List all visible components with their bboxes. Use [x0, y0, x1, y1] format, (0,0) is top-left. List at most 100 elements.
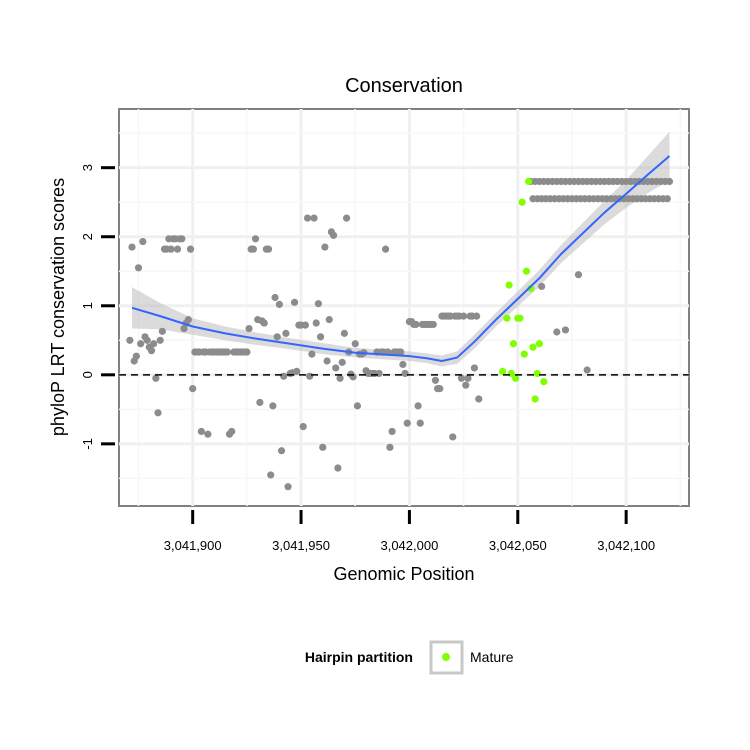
point-other: [340, 329, 348, 337]
point-other: [189, 385, 197, 393]
point-other: [293, 367, 301, 375]
y-tick-label: 1: [80, 302, 95, 309]
point-other: [197, 427, 205, 436]
point-other: [449, 433, 457, 441]
point-other: [143, 336, 151, 344]
point-other: [277, 447, 286, 455]
x-tick-label: 3,041,900: [164, 538, 222, 553]
chart-title: Conservation: [345, 75, 463, 97]
point-other: [583, 366, 591, 374]
x-axis-title: Genomic Position: [333, 564, 474, 584]
point-other: [282, 329, 290, 337]
point-other: [303, 214, 312, 222]
point-other: [267, 471, 275, 479]
point-mature: [533, 369, 541, 378]
point-other: [126, 336, 134, 344]
point-mature: [540, 378, 548, 386]
point-other: [249, 245, 257, 253]
point-other: [128, 243, 136, 251]
point-other: [460, 312, 468, 320]
legend: Hairpin partition Mature: [305, 640, 514, 675]
point-mature: [522, 267, 531, 275]
y-tick-label: 2: [80, 233, 95, 240]
point-other: [665, 177, 674, 186]
point-other: [158, 327, 166, 335]
point-other: [386, 443, 394, 451]
point-other: [416, 419, 424, 427]
point-other: [375, 369, 383, 378]
smooth-line-layer: [131, 155, 671, 363]
point-other: [538, 282, 546, 291]
point-other: [139, 237, 147, 246]
point-mature: [531, 395, 539, 403]
x-tick-label: 3,042,100: [597, 538, 655, 553]
point-other: [319, 443, 327, 451]
point-other: [301, 321, 309, 329]
point-other: [332, 364, 340, 372]
point-other: [561, 326, 570, 334]
point-mature: [512, 374, 520, 382]
y-axis: -1 0 1 2 3: [80, 164, 115, 450]
point-other: [470, 364, 479, 372]
confidence-band-layer: [132, 131, 670, 367]
point-other: [223, 348, 231, 356]
point-mature: [505, 281, 513, 289]
point-other: [314, 300, 322, 308]
point-other: [167, 245, 175, 253]
point-other: [462, 381, 470, 389]
point-other: [310, 214, 318, 222]
point-other: [323, 357, 331, 365]
point-other: [154, 409, 162, 417]
legend-title: Hairpin partition: [305, 649, 413, 665]
grid-lines: [119, 109, 689, 506]
point-other: [180, 324, 188, 333]
point-other: [299, 423, 307, 431]
point-other: [184, 315, 192, 324]
point-other: [269, 402, 277, 410]
point-other: [275, 300, 283, 308]
point-other: [137, 340, 145, 348]
y-tick-label: 3: [80, 164, 95, 171]
x-tick-label: 3,042,050: [489, 538, 547, 553]
point-mature: [518, 198, 526, 206]
point-other: [457, 374, 466, 382]
x-axis: 3,041,900 3,041,950 3,042,000 3,042,050 3,04…: [164, 510, 655, 553]
point-other: [414, 402, 422, 410]
point-other: [186, 245, 195, 253]
point-other: [553, 328, 561, 336]
point-other: [156, 336, 164, 344]
point-other: [228, 427, 236, 436]
y-tick-label: -1: [80, 438, 95, 450]
point-other: [284, 483, 292, 491]
point-other: [336, 374, 344, 382]
smooth-line: [131, 155, 671, 363]
point-other: [251, 235, 260, 243]
point-other: [663, 195, 671, 203]
point-other: [264, 245, 273, 253]
legend-label-mature: Mature: [470, 649, 514, 665]
point-other: [381, 245, 390, 253]
point-other: [325, 315, 333, 324]
x-tick-label: 3,041,950: [272, 538, 330, 553]
point-other: [401, 369, 409, 378]
point-other: [412, 320, 420, 329]
point-other: [342, 214, 351, 222]
point-other: [173, 245, 182, 253]
point-other: [329, 231, 338, 239]
point-other: [152, 374, 160, 382]
point-other: [475, 395, 483, 403]
point-other: [429, 320, 437, 329]
point-other: [316, 333, 325, 341]
point-other: [134, 264, 143, 272]
point-other: [397, 348, 405, 356]
point-other: [338, 358, 346, 366]
point-other: [399, 360, 407, 369]
point-other: [204, 430, 212, 438]
point-other: [334, 464, 342, 472]
point-other: [436, 385, 444, 393]
point-other: [256, 398, 264, 407]
point-other: [403, 419, 411, 427]
point-mature: [520, 350, 528, 358]
point-other: [178, 235, 186, 243]
